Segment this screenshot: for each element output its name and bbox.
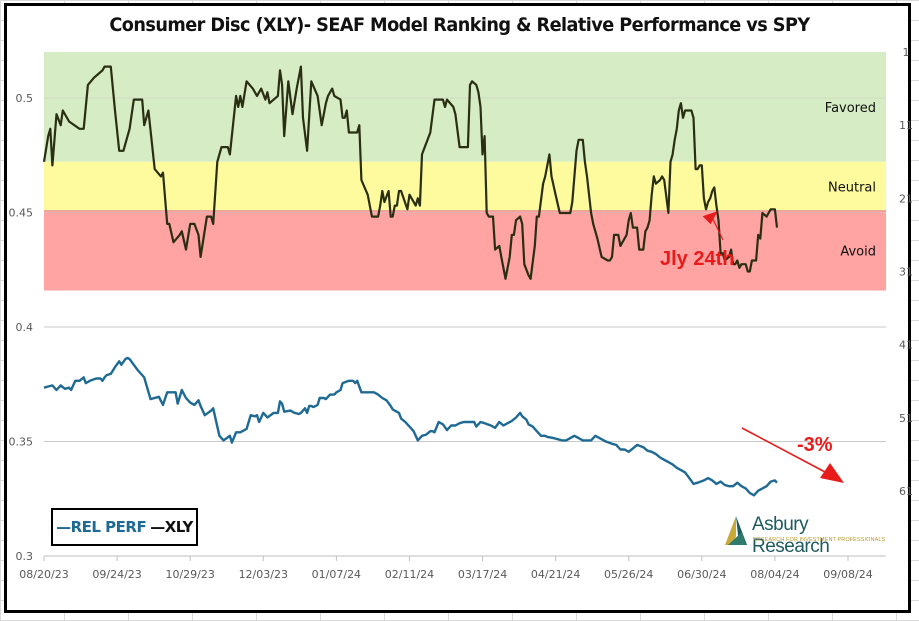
zone-band-avoid (44, 210, 886, 291)
right-axis-tick-label: 1 (903, 46, 910, 59)
x-axis-tick-label: 10/29/23 (165, 568, 214, 581)
left-axis-tick-label: 0.3 (16, 550, 34, 563)
x-axis-tick-label: 08/04/24 (750, 568, 799, 581)
x-axis-tick-label: 04/21/24 (531, 568, 580, 581)
logo-tagline: RESEARCH FOR INVESTMENT PROFESSIONALS (753, 537, 886, 543)
series-lines (42, 65, 779, 497)
left-axis-tick-label: 0.35 (9, 436, 34, 449)
x-axis-tick-label: 05/26/24 (604, 568, 653, 581)
jly-24th-arrow-shaft (711, 216, 724, 241)
chart-title: Consumer Disc (XLY)- SEAF Model Ranking … (109, 14, 810, 36)
right-axis-tick-label: 41 (899, 339, 913, 352)
right-axis-tick-label: 51 (899, 412, 913, 425)
logo-name: Asbury Research (752, 514, 830, 557)
zone-bands: Favored Neutral Avoid (44, 52, 886, 291)
x-axis-tick-label: 02/11/24 (385, 568, 434, 581)
annotation-jly-24th: Jly 24th (660, 248, 734, 270)
zone-band-neutral (44, 161, 886, 211)
zone-band-favored (44, 52, 886, 162)
x-axis-tick-label: 08/20/23 (19, 568, 68, 581)
right-axis-tick-label: 31 (899, 266, 913, 279)
x-axis-ticks: 08/20/23 09/24/23 10/29/23 12/03/23 01/07/24… (19, 556, 873, 581)
x-axis-tick-label: 06/30/24 (677, 568, 726, 581)
zone-label-avoid: Avoid (840, 245, 876, 260)
jly-24th-arrow-head-icon (702, 211, 718, 225)
x-axis-tick-label: 01/07/24 (312, 568, 361, 581)
chart-legend: —REL PERF —XLY (51, 508, 198, 546)
left-axis-ticks: 0.3 0.35 0.4 0.45 0.5 (9, 92, 34, 563)
logo-mark-icon (725, 516, 747, 545)
x-axis-tick-label: 09/08/24 (823, 568, 872, 581)
right-axis-tick-label: 11 (899, 119, 913, 132)
annotation-minus-3pct: -3% (797, 434, 833, 456)
zone-label-favored: Favored (825, 101, 876, 116)
series-line-rel-perf (43, 356, 778, 497)
left-axis-tick-label: 0.5 (16, 92, 34, 105)
gridlines (44, 97, 886, 557)
zone-label-neutral: Neutral (828, 180, 876, 195)
left-axis-tick-label: 0.45 (9, 207, 34, 220)
right-axis-tick-label: 21 (899, 192, 913, 205)
minus-3pct-arrow-shaft (741, 427, 826, 473)
legend-rel-perf: —REL PERF (56, 518, 147, 536)
x-axis-tick-label: 12/03/23 (239, 568, 288, 581)
annotations: Jly 24th -3% (660, 211, 844, 483)
asbury-research-logo: Asbury Research RESEARCH FOR INVESTMENT … (722, 514, 887, 557)
series-line-xly (42, 65, 779, 280)
x-axis-tick-label: 09/24/23 (92, 568, 141, 581)
left-axis-tick-label: 0.4 (16, 321, 34, 334)
x-axis-tick-label: 03/17/24 (458, 568, 507, 581)
legend-xly: —XLY (150, 518, 193, 536)
right-axis-tick-label: 61 (899, 485, 913, 498)
minus-3pct-arrow-head-icon (820, 463, 844, 483)
